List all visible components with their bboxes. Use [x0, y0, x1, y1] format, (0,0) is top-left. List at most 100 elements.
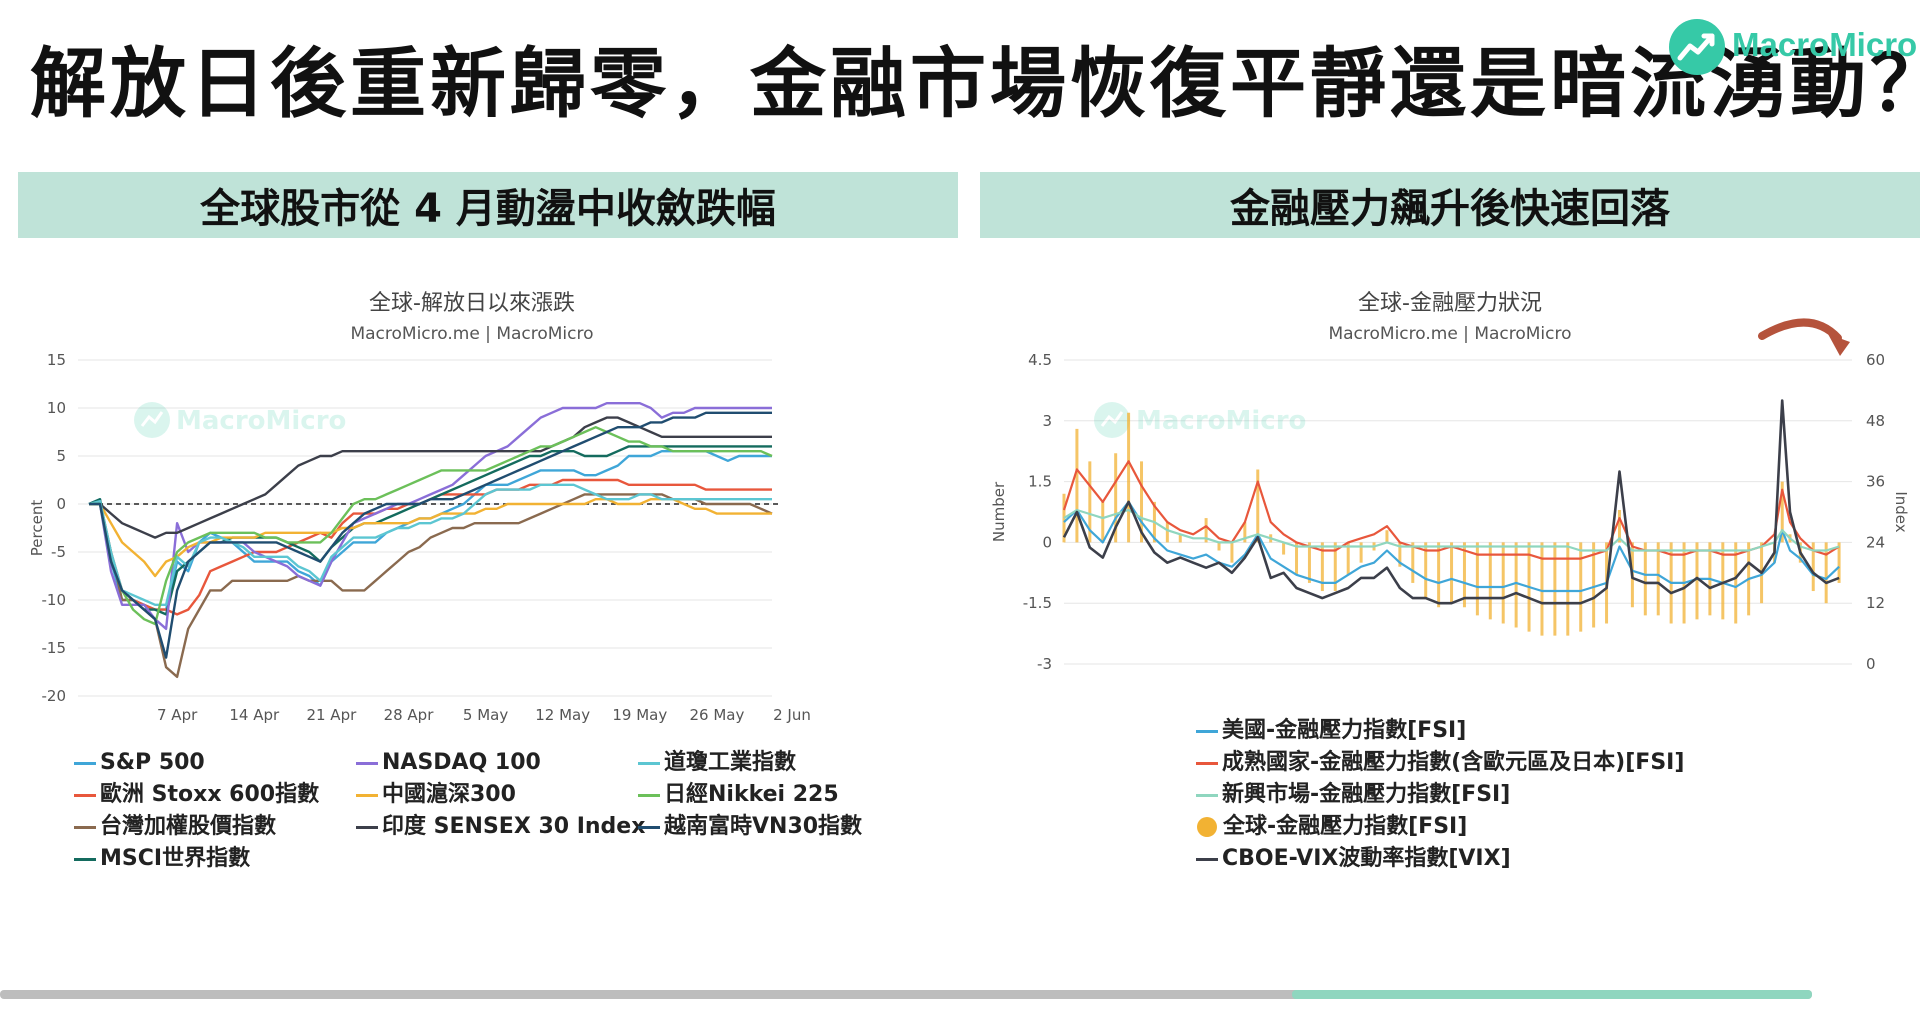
y-axis-label: Percent: [28, 500, 46, 557]
watermark-logo-stroke: [140, 411, 164, 427]
y-tick-label-left: 4.5: [1028, 351, 1052, 369]
series-line-7: [88, 483, 772, 606]
legend-item[interactable]: 成熟國家-金融壓力指數(含歐元區及日本)[FSI]: [1196, 748, 1684, 778]
legend-item[interactable]: 印度 SENSEX 30 Index: [356, 812, 645, 842]
legend-item[interactable]: 全球-金融壓力指數[FSI]: [1196, 812, 1467, 842]
legend-line-icon: [74, 793, 96, 797]
brand-logo[interactable]: MacroMicro: [1668, 16, 1918, 76]
legend-label: CBOE-VIX波動率指數[VIX]: [1222, 846, 1511, 871]
legend-line-icon: [356, 761, 378, 765]
y-axis-label-left: Number: [990, 481, 1008, 542]
chart-watermark-text: MacroMicro: [176, 406, 346, 436]
watermark-logo-icon: [1094, 402, 1130, 438]
brand-name: MacroMicro: [1732, 26, 1918, 63]
x-tick-label: 5 May: [463, 706, 508, 724]
macromicro-logo-icon: [1669, 19, 1725, 75]
y-tick-label-left: 0: [1042, 533, 1052, 551]
y-tick-label: 15: [47, 351, 66, 369]
chart-watermark-text: MacroMicro: [1136, 406, 1306, 436]
y-tick-label-right: 24: [1866, 533, 1885, 551]
legend-right: 美國-金融壓力指數[FSI] 成熟國家-金融壓力指數(含歐元區及日本)[FSI] 新…: [1196, 716, 1916, 876]
y-tick-label: 10: [47, 399, 66, 417]
chart-watermark: MacroMicro: [1094, 402, 1306, 438]
legend-dot-icon: [1197, 817, 1217, 837]
legend-label: 美國-金融壓力指數[FSI]: [1222, 718, 1467, 743]
chart-financial-stress: 全球-金融壓力狀況 MacroMicro.me | MacroMicro Numbe…: [990, 291, 1910, 672]
x-tick-label: 14 Apr: [229, 706, 280, 724]
peak-arrow-icon: [1758, 318, 1842, 342]
legend-label: 越南富時VN30指數: [664, 814, 863, 839]
series-line-3: [88, 445, 772, 616]
legend-label: 日經Nikkei 225: [664, 782, 839, 807]
slide-progress-fill: [1291, 990, 1812, 999]
legend-label: 歐洲 Stoxx 600指數: [100, 782, 320, 807]
y-tick-label-left: -3: [1037, 655, 1052, 672]
legend-line-icon: [638, 761, 660, 765]
legend-item[interactable]: 越南富時VN30指數: [638, 812, 862, 842]
watermark-logo-icon: [134, 402, 170, 438]
legend-line-icon: [74, 825, 96, 829]
chart-watermark: MacroMicro: [134, 402, 346, 438]
legend-label: 成熟國家-金融壓力指數(含歐元區及日本)[FSI]: [1222, 750, 1685, 775]
legend-item[interactable]: 中國滬深300: [356, 780, 516, 810]
legend-line-icon: [74, 857, 96, 861]
legend-item[interactable]: CBOE-VIX波動率指數[VIX]: [1196, 844, 1511, 874]
legend-item[interactable]: 歐洲 Stoxx 600指數: [74, 780, 319, 810]
legend-item[interactable]: MSCI世界指數: [74, 844, 250, 874]
series-line-8: [89, 425, 773, 626]
legend-item[interactable]: 美國-金融壓力指數[FSI]: [1196, 716, 1466, 746]
legend-item[interactable]: 台灣加權股價指數: [74, 812, 276, 842]
legend-item[interactable]: 新興市場-金融壓力指數[FSI]: [1196, 780, 1510, 810]
legend-label: 印度 SENSEX 30 Index: [382, 814, 646, 839]
y-tick-label-right: 36: [1866, 473, 1885, 491]
legend-label: 道瓊工業指數: [664, 750, 797, 775]
page-title: 解放日後重新歸零，金融市場恢復平靜還是暗流湧動？: [30, 39, 1920, 128]
chart-subtitle: MacroMicro.me | MacroMicro: [1328, 324, 1571, 344]
legend-label: S&P 500: [100, 750, 205, 775]
x-tick-label: 12 May: [535, 706, 590, 724]
legend-line-icon: [1196, 729, 1218, 733]
y-tick-label: 5: [56, 447, 66, 465]
legend-line-icon: [638, 793, 660, 797]
series-line-9: [89, 411, 772, 659]
y-tick-label: -15: [42, 639, 67, 657]
x-tick-label: 26 May: [689, 706, 744, 724]
y-tick-label: -10: [42, 591, 67, 609]
legend-line-icon: [1196, 793, 1218, 797]
y-tick-label-left: 1.5: [1028, 473, 1052, 491]
series-line-6: [89, 416, 772, 539]
legend-label: NASDAQ 100: [382, 750, 541, 775]
legend-line-icon: [356, 793, 378, 797]
y-tick-label-right: 12: [1866, 594, 1885, 612]
y-tick-label: 0: [56, 495, 66, 513]
x-tick-label: 7 Apr: [157, 706, 198, 724]
y-axis-label-right: Index: [1892, 491, 1910, 532]
legend-item[interactable]: NASDAQ 100: [356, 748, 541, 778]
chart-subtitle: MacroMicro.me | MacroMicro: [350, 324, 593, 344]
legend-line-icon: [356, 825, 378, 829]
legend-item[interactable]: 道瓊工業指數: [638, 748, 796, 778]
y-tick-label-right: 0: [1866, 655, 1876, 672]
legend-label: MSCI世界指數: [100, 846, 251, 871]
series-line-1: [1062, 460, 1840, 560]
y-tick-label-left: -1.5: [1023, 594, 1052, 612]
legend-item[interactable]: 日經Nikkei 225: [638, 780, 839, 810]
chart-title: 全球-金融壓力狀況: [1358, 291, 1542, 316]
legend-item[interactable]: S&P 500: [74, 748, 205, 778]
panel-header-right: 金融壓力飆升後快速回落: [980, 172, 1920, 238]
legend-left: S&P 500 NASDAQ 100 道瓊工業指數歐洲 Stoxx 600指數 中國滬…: [74, 748, 954, 878]
y-tick-label-right: 60: [1866, 351, 1885, 369]
legend-label: 中國滬深300: [382, 782, 516, 807]
x-tick-label: 21 Apr: [306, 706, 357, 724]
y-tick-label-left: 3: [1042, 412, 1052, 430]
watermark-logo-stroke: [1100, 411, 1124, 427]
legend-line-icon: [1196, 857, 1218, 861]
x-tick-label: 2 Jun: [773, 706, 811, 724]
y-tick-label: -5: [51, 543, 66, 561]
series-line-2: [88, 493, 773, 678]
slide-progress-track: [0, 990, 1812, 999]
series-line-4: [1062, 399, 1840, 605]
chart-title: 全球-解放日以來漲跌: [369, 291, 575, 316]
legend-line-icon: [638, 825, 660, 829]
legend-line-icon: [74, 761, 96, 765]
